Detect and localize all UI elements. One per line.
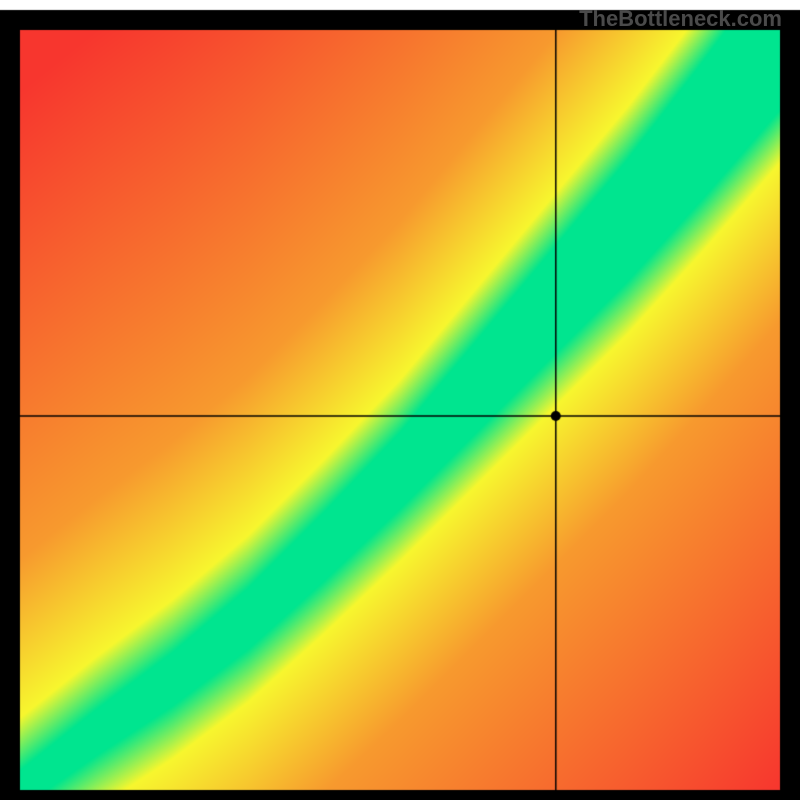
bottleneck-heatmap [0, 0, 800, 800]
chart-container: TheBottleneck.com [0, 0, 800, 800]
attribution-text: TheBottleneck.com [579, 6, 782, 32]
